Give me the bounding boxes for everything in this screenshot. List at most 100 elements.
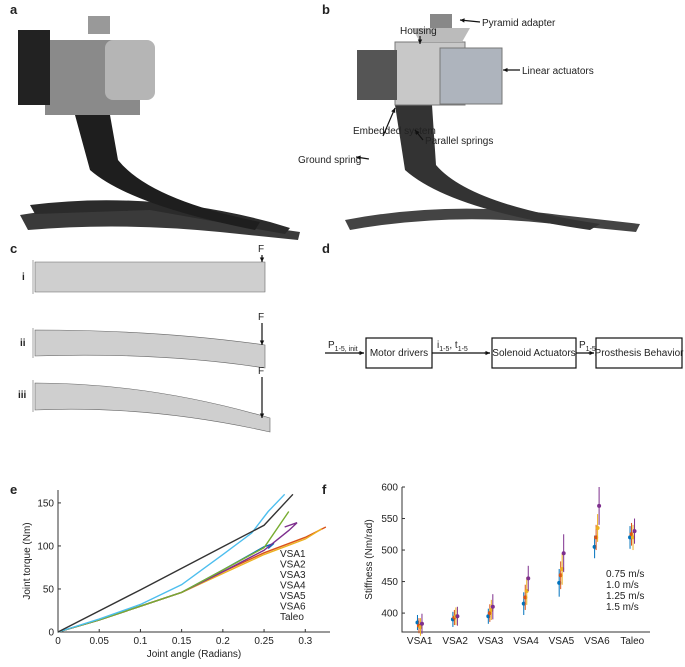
arrow-head [503,67,508,73]
legend-entry: 1.5 m/s [606,602,639,613]
x-axis-label: Joint angle (Radians) [147,649,242,660]
point [632,529,637,534]
signal-label: P1-5, init [328,340,358,353]
arrow-head [391,108,396,113]
legend-entry: 1.0 m/s [606,580,639,591]
panel-label: c [10,241,17,256]
symbol: , t [449,340,458,351]
panel-label: f [322,482,327,497]
legend-entry: 0.75 m/s [606,569,644,580]
subscript: 1-5 [439,346,449,353]
x-tick-label: VSA1 [407,636,433,647]
x-tick-label: Taleo [620,636,644,647]
panel-label: d [322,241,330,256]
panel-label: b [322,2,330,17]
series-line [57,493,294,633]
y-tick-label: 100 [37,541,54,552]
point [526,576,531,581]
callout-label: Linear actuators [522,66,594,77]
y-tick-label: 500 [381,546,398,557]
y-tick-label: 400 [381,609,398,620]
block-label: Motor drivers [370,348,428,359]
point [561,551,566,556]
legend-entry: VSA3 [280,570,306,581]
x-tick-label: 0.1 [133,636,147,647]
beam-diagrams [32,260,271,433]
y-tick-label: 50 [43,584,55,595]
y-tick-label: 0 [48,628,54,639]
x-tick-label: VSA6 [584,636,610,647]
y-tick-label: 550 [381,514,398,525]
callout-label: Pyramid adapter [482,18,556,29]
x-tick-label: 0.25 [254,636,274,647]
legend-entry: VSA2 [280,560,306,571]
force-label: F [258,366,264,377]
x-tick-label: VSA2 [442,636,468,647]
x-tick-label: 0 [55,636,61,647]
callout-label: Parallel springs [425,136,493,147]
arrow-head [415,130,420,135]
y-tick-label: 150 [37,498,54,509]
force-label: F [258,312,264,323]
x-tick-label: 0.05 [89,636,109,647]
arrow-head [417,39,423,44]
x-tick-label: VSA3 [478,636,504,647]
signal-label: P1-5 [579,340,596,353]
x-tick-label: 0.15 [172,636,192,647]
prosthesis-cad [345,14,640,232]
series-line [57,522,298,633]
x-tick-label: VSA4 [513,636,539,647]
point [595,525,600,530]
block-label: Solenoid Actuators [492,348,575,359]
x-tick-label: VSA5 [549,636,575,647]
legend-entry: VSA4 [280,581,306,592]
callout-label: Embedded system [353,126,436,137]
subscript: 1-5, init [335,346,358,353]
force-label: F [258,244,264,255]
y-tick-label: 450 [381,577,398,588]
arrow-head [356,155,361,160]
arrow-head [259,257,265,262]
legend-entry: 1.25 m/s [606,591,644,602]
point [490,604,495,609]
callout-label: Ground spring [298,155,361,166]
panel-label: e [10,482,17,497]
point [419,621,424,626]
x-tick-label: 0.2 [216,636,230,647]
series-line [57,542,275,633]
row-label: ii [20,338,26,349]
subscript: 1-5 [586,346,596,353]
symbol: P [579,340,586,351]
series-line [57,511,290,633]
arrow-head [259,413,265,418]
signal-label: i1-5, t1-5 [437,340,468,353]
callout-label: Housing [400,26,437,37]
legend-entry: VSA1 [280,549,306,560]
arrow-head [485,350,490,356]
panel-label: a [10,2,18,17]
prosthesis-photo [18,16,300,240]
arrow-head [259,340,265,345]
arrow-head [589,350,594,356]
y-axis-label: Joint torque (Nm) [22,522,33,599]
y-tick-label: 600 [381,483,398,494]
legend-entry: VSA6 [280,602,306,613]
arrow [382,107,396,137]
symbol: P [328,340,335,351]
y-axis-label: Stiffness (Nm/rad) [364,519,375,599]
axes [401,487,650,633]
point [597,503,602,508]
legend-entry: Taleo [280,612,304,623]
block-label: Prosthesis Behavior [595,348,685,359]
arrow-head [460,18,465,23]
block-diagram [325,337,683,369]
arrow-head [359,350,364,356]
row-label: iii [18,390,27,401]
row-label: i [22,272,25,283]
subscript: 1-5 [458,346,468,353]
legend-entry: VSA5 [280,591,306,602]
symbol: i [437,340,439,351]
series-line [57,493,286,633]
point [455,614,460,619]
